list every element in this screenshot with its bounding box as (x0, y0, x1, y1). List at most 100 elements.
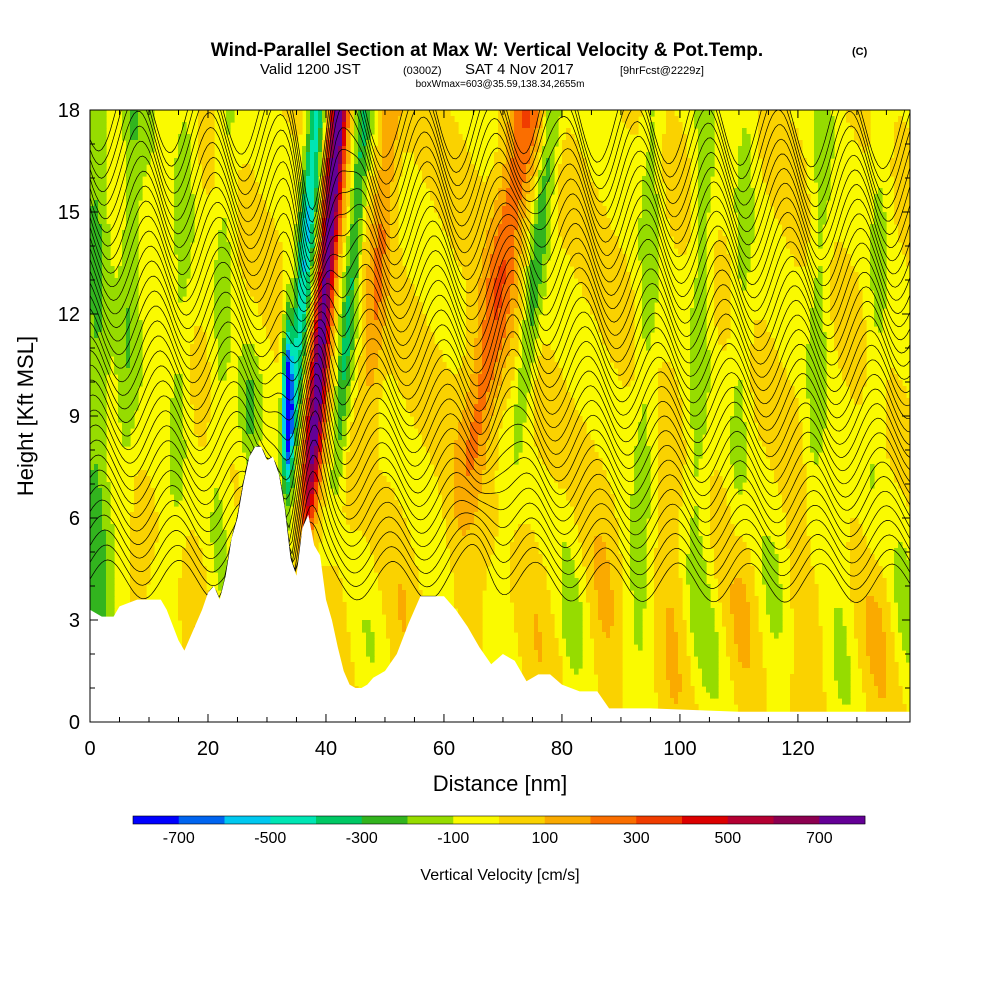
subtitle-valid: Valid 1200 JST (260, 61, 361, 78)
velocity-cell (458, 212, 463, 219)
velocity-cell (522, 260, 527, 267)
velocity-cell (142, 158, 147, 165)
velocity-cell (398, 128, 403, 135)
velocity-cell (102, 314, 107, 321)
velocity-cell (878, 260, 883, 267)
velocity-cell (94, 128, 99, 135)
velocity-cell (906, 206, 910, 213)
velocity-cell (390, 332, 395, 339)
velocity-cell (470, 368, 475, 375)
velocity-cell (362, 338, 367, 345)
velocity-cell (98, 122, 103, 129)
velocity-cell (362, 242, 367, 249)
velocity-cell (534, 320, 539, 327)
velocity-cell (650, 254, 655, 261)
velocity-cell (334, 122, 339, 129)
velocity-cell (794, 134, 799, 141)
velocity-cell (902, 212, 907, 219)
velocity-cell (290, 350, 295, 357)
velocity-cell (686, 212, 691, 219)
velocity-cell (138, 332, 143, 339)
velocity-cell (338, 338, 343, 345)
velocity-cell (478, 188, 483, 195)
velocity-cell (350, 320, 355, 327)
velocity-cell (502, 236, 507, 243)
velocity-cell (294, 308, 299, 315)
velocity-cell (550, 182, 555, 189)
velocity-cell (318, 110, 323, 117)
velocity-cell (710, 140, 715, 147)
velocity-cell (838, 266, 843, 273)
copyright-mark: (C) (852, 46, 868, 58)
velocity-cell (266, 236, 271, 243)
velocity-cell (138, 356, 143, 363)
velocity-cell (242, 218, 247, 225)
velocity-cell (174, 224, 179, 231)
velocity-cell (450, 170, 455, 177)
velocity-cell (314, 158, 319, 165)
velocity-cell (318, 152, 323, 159)
velocity-cell (594, 284, 599, 291)
velocity-cell (394, 260, 399, 267)
velocity-cell (126, 332, 131, 339)
velocity-cell (350, 116, 355, 123)
velocity-cell (130, 176, 135, 183)
velocity-cell (134, 326, 139, 333)
velocity-cell (758, 344, 763, 351)
velocity-cell (418, 362, 423, 369)
velocity-cell (470, 356, 475, 363)
velocity-cell (486, 224, 491, 231)
velocity-cell (774, 368, 779, 375)
velocity-cell (310, 188, 315, 195)
velocity-cell (126, 338, 131, 345)
velocity-cell (418, 164, 423, 171)
velocity-cell (642, 230, 647, 237)
velocity-cell (454, 122, 459, 129)
velocity-cell (798, 140, 803, 147)
velocity-cell (226, 266, 231, 273)
velocity-cell (538, 206, 543, 213)
velocity-cell (98, 368, 103, 375)
velocity-cell (186, 242, 191, 249)
velocity-cell (270, 284, 275, 291)
velocity-cell (94, 230, 99, 237)
velocity-cell (466, 326, 471, 333)
velocity-cell (302, 332, 307, 339)
velocity-cell (366, 164, 371, 171)
velocity-cell (102, 110, 107, 117)
velocity-cell (466, 356, 471, 363)
velocity-cell (450, 206, 455, 213)
velocity-cell (318, 116, 323, 123)
velocity-cell (126, 170, 131, 177)
velocity-cell (446, 122, 451, 129)
velocity-cell (834, 242, 839, 249)
velocity-cell (342, 302, 347, 309)
velocity-cell (506, 116, 511, 123)
velocity-cell (722, 284, 727, 291)
velocity-cell (498, 128, 503, 135)
velocity-cell (518, 308, 523, 315)
velocity-cell (702, 158, 707, 165)
velocity-cell (322, 224, 327, 231)
velocity-cell (450, 122, 455, 129)
velocity-cell (290, 368, 295, 375)
velocity-cell (590, 272, 595, 279)
velocity-cell (526, 122, 531, 129)
velocity-cell (150, 122, 155, 129)
velocity-cell (246, 350, 251, 357)
velocity-cell (194, 356, 199, 363)
velocity-cell (254, 278, 259, 285)
velocity-cell (322, 116, 327, 123)
velocity-cell (546, 350, 551, 357)
velocity-cell (814, 350, 819, 357)
velocity-cell (374, 224, 379, 231)
velocity-cell (414, 110, 419, 117)
velocity-cell (702, 332, 707, 339)
velocity-cell (706, 122, 711, 129)
velocity-cell (182, 122, 187, 129)
velocity-cell (490, 368, 495, 375)
velocity-cell (418, 302, 423, 309)
velocity-cell (902, 230, 907, 237)
velocity-cell (834, 284, 839, 291)
velocity-cell (786, 170, 791, 177)
